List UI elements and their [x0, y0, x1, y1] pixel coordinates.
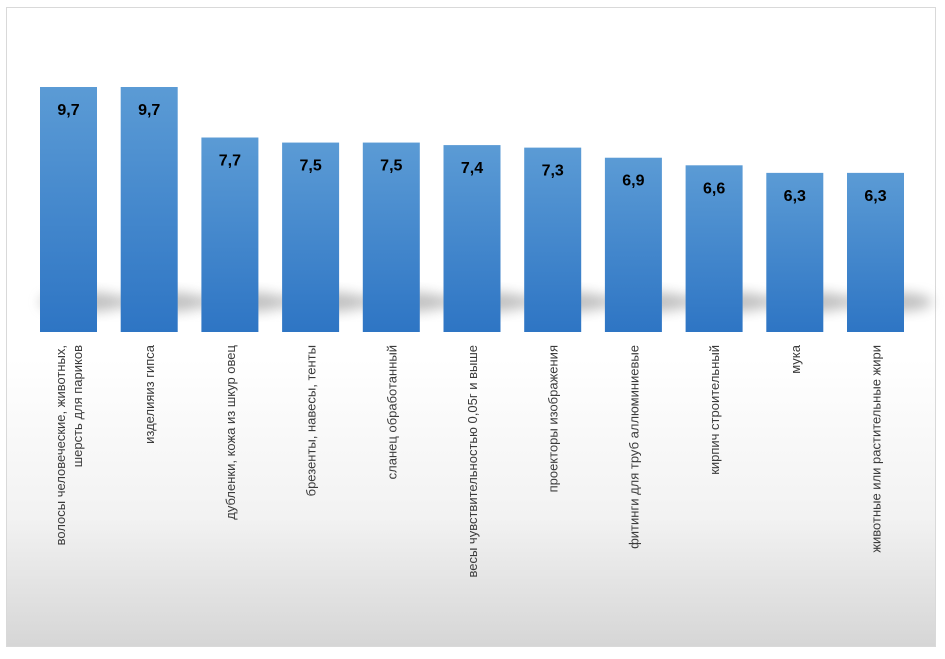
category-labels: волосы человеческие, животных, шерсть для… — [53, 344, 884, 577]
bar — [120, 87, 178, 332]
bar — [524, 147, 582, 332]
category-label: фитинги для труб аллюминиевые — [626, 345, 641, 549]
category-label-line: фитинги для труб аллюминиевые — [626, 345, 641, 549]
data-label: 6,9 — [622, 173, 644, 190]
category-label: мука — [788, 344, 803, 374]
category-label-line: волосы человеческие, животных, — [53, 345, 68, 545]
bar — [604, 157, 662, 332]
category-label-line: проекторы изображения — [546, 345, 561, 492]
bar — [847, 172, 904, 332]
category-label-line: кирпич строительный — [707, 345, 722, 475]
category-label-line: весы чувствительностью 0,05г и выше — [465, 345, 480, 578]
category-label-line: изделияиз гипса — [142, 344, 157, 444]
value-labels: 9,7 9,7 7,7 7,5 7,5 7,4 7,3 6,9 6,6 6,3 6,3 — [57, 102, 886, 205]
data-label: 7,4 — [461, 160, 483, 177]
category-label-line: брезенты, навесы, тенты — [304, 345, 319, 496]
data-label: 7,7 — [219, 153, 241, 170]
data-label: 9,7 — [138, 102, 160, 119]
category-label: кирпич строительный — [707, 345, 722, 475]
bar — [282, 142, 340, 332]
bar — [766, 172, 824, 332]
data-label: 9,7 — [57, 102, 79, 119]
category-label: дубленки, кожа из шкур овец — [223, 344, 238, 519]
category-label: изделияиз гипса — [142, 344, 157, 444]
category-label: животные или растительные жири — [869, 345, 884, 553]
category-label-line: животные или растительные жири — [869, 345, 884, 553]
category-label-line: шерсть для париков — [70, 345, 85, 467]
data-label: 6,6 — [703, 180, 725, 197]
category-label: проекторы изображения — [546, 345, 561, 492]
category-label: сланец обработанный — [384, 345, 399, 479]
data-label: 7,5 — [299, 158, 321, 175]
bars — [40, 87, 904, 332]
category-label: волосы человеческие, животных, шерсть для… — [53, 345, 85, 545]
bar — [40, 87, 97, 332]
category-label-line: сланец обработанный — [384, 345, 399, 479]
data-label: 6,3 — [784, 188, 806, 205]
category-label-line: дубленки, кожа из шкур овец — [223, 344, 238, 519]
data-label: 6,3 — [864, 188, 886, 205]
data-label: 7,3 — [542, 163, 564, 180]
category-label-line: мука — [788, 344, 803, 374]
category-label: весы чувствительностью 0,05г и выше — [465, 345, 480, 578]
bar — [362, 142, 420, 332]
bar — [201, 137, 259, 332]
bar — [443, 145, 501, 332]
category-label: брезенты, навесы, тенты — [304, 345, 319, 496]
bar — [685, 165, 743, 332]
data-label: 7,5 — [380, 158, 402, 175]
